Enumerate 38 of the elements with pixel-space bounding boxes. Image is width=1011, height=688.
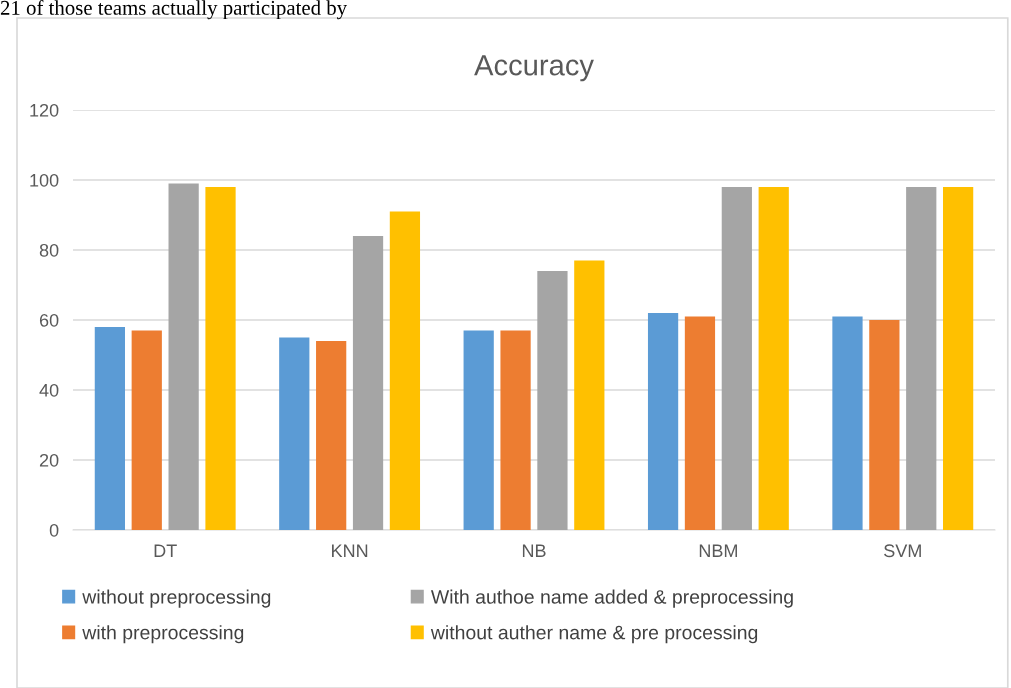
- x-tick-label: NB: [522, 544, 546, 557]
- y-tick-label: 80: [39, 243, 59, 257]
- bar: [168, 183, 199, 530]
- y-tick-label: 100: [30, 173, 59, 187]
- y-tick-label: 120: [30, 103, 59, 117]
- y-tick-label: 20: [39, 453, 59, 467]
- bar: [205, 187, 236, 530]
- x-tick-label: NBM: [699, 544, 737, 557]
- x-tick-label: SVM: [884, 544, 921, 558]
- bar: [500, 330, 531, 530]
- bar: [832, 316, 863, 530]
- bar: [647, 313, 679, 530]
- bar: [463, 330, 494, 530]
- bar: [316, 341, 347, 530]
- bar: [758, 187, 789, 530]
- text: 21 of those teams actually participated by: [0, 0, 348, 20]
- bar: [94, 327, 125, 530]
- bar: [279, 337, 310, 530]
- y-tick-label: 0: [49, 523, 59, 537]
- bar: [574, 260, 605, 530]
- bar: [906, 187, 937, 530]
- x-tick-label: DT: [154, 544, 177, 557]
- legend-label: without auther name & pre processing: [430, 625, 758, 644]
- legend-label: with preprocessing: [82, 625, 244, 644]
- bar: [389, 211, 421, 530]
- legend-label: without preprocessing: [82, 589, 271, 608]
- bar: [537, 271, 568, 530]
- bar: [721, 187, 752, 530]
- x-tick-label: KNN: [332, 544, 368, 557]
- chart-title: Accuracy: [474, 55, 594, 82]
- y-tick-label: 60: [39, 313, 59, 327]
- bar: [352, 236, 384, 530]
- bar: [131, 330, 162, 530]
- legend-label: With authoe name added & preprocessing: [430, 589, 793, 608]
- bar: [869, 320, 900, 530]
- bar: [943, 187, 974, 530]
- bar: [684, 316, 716, 530]
- y-tick-label: 40: [39, 383, 59, 397]
